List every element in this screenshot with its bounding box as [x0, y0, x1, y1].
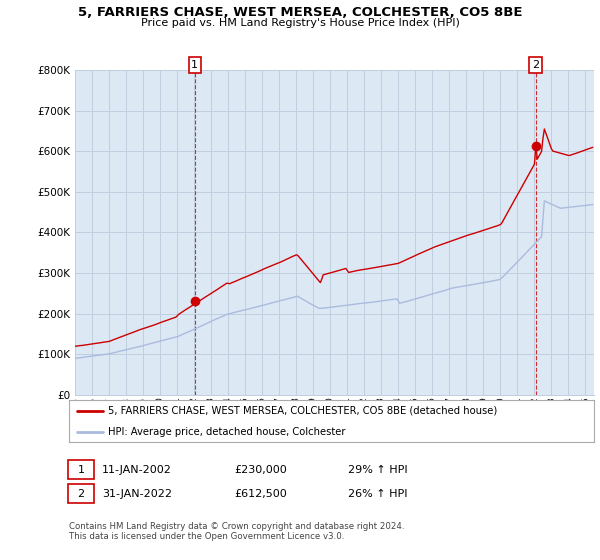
- Text: 29% ↑ HPI: 29% ↑ HPI: [348, 465, 407, 475]
- Text: 2: 2: [77, 489, 85, 499]
- Text: 2: 2: [532, 60, 539, 70]
- FancyBboxPatch shape: [68, 484, 94, 503]
- Text: 26% ↑ HPI: 26% ↑ HPI: [348, 489, 407, 499]
- Text: 1: 1: [191, 60, 198, 70]
- Text: HPI: Average price, detached house, Colchester: HPI: Average price, detached house, Colc…: [109, 427, 346, 437]
- Text: 5, FARRIERS CHASE, WEST MERSEA, COLCHESTER, CO5 8BE: 5, FARRIERS CHASE, WEST MERSEA, COLCHEST…: [78, 6, 522, 18]
- Text: £230,000: £230,000: [234, 465, 287, 475]
- Text: 5, FARRIERS CHASE, WEST MERSEA, COLCHESTER, CO5 8BE (detached house): 5, FARRIERS CHASE, WEST MERSEA, COLCHEST…: [109, 406, 497, 416]
- Text: £612,500: £612,500: [234, 489, 287, 499]
- Text: 11-JAN-2002: 11-JAN-2002: [102, 465, 172, 475]
- Text: 1: 1: [77, 465, 85, 475]
- Text: Contains HM Land Registry data © Crown copyright and database right 2024.
This d: Contains HM Land Registry data © Crown c…: [69, 522, 404, 542]
- Text: 31-JAN-2022: 31-JAN-2022: [102, 489, 172, 499]
- FancyBboxPatch shape: [68, 460, 94, 479]
- Text: Price paid vs. HM Land Registry's House Price Index (HPI): Price paid vs. HM Land Registry's House …: [140, 18, 460, 28]
